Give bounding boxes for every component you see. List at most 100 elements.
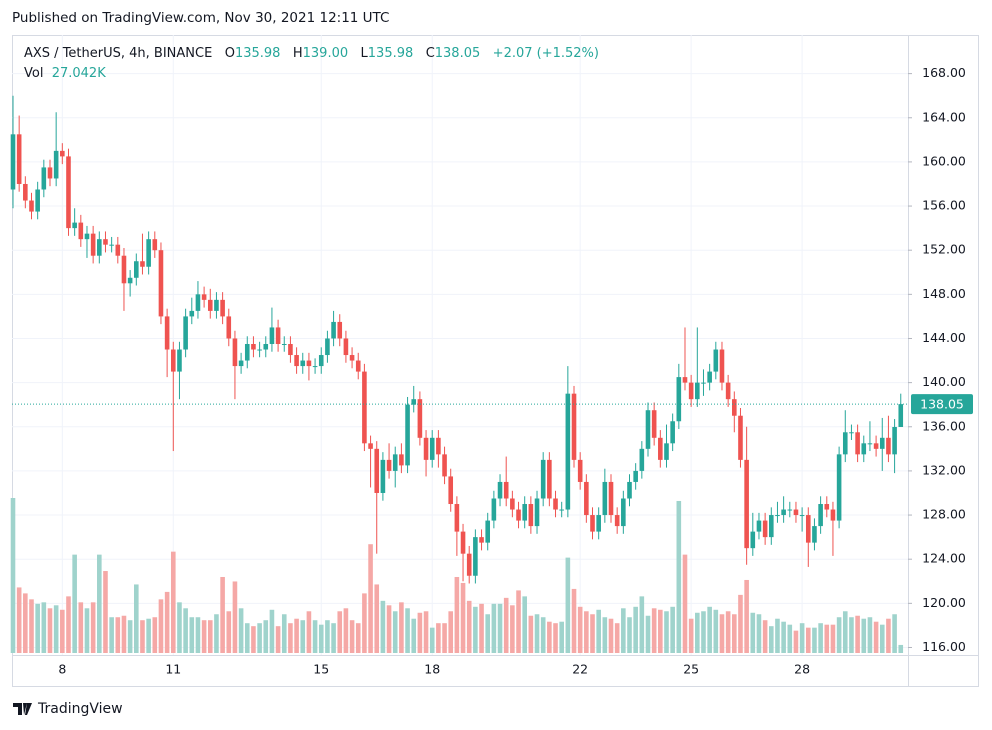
volume-bar bbox=[232, 581, 238, 653]
y-tick-label: 116.00 bbox=[922, 639, 966, 654]
candle-body bbox=[10, 134, 16, 190]
logo: TradingView bbox=[13, 701, 123, 717]
candle-body bbox=[349, 355, 355, 361]
volume-bar bbox=[565, 557, 571, 653]
candle-body bbox=[651, 410, 657, 438]
volume-bar bbox=[257, 623, 262, 653]
last-price-label: 138.05 bbox=[920, 397, 964, 412]
volume-bar bbox=[768, 626, 774, 653]
candle-body bbox=[793, 509, 799, 516]
volume-bar bbox=[873, 621, 879, 653]
x-tick-label: 22 bbox=[572, 662, 588, 677]
volume-bar bbox=[29, 599, 34, 653]
volume-bar bbox=[109, 617, 114, 653]
y-tick-label: 124.00 bbox=[922, 551, 966, 566]
volume-bar bbox=[170, 551, 176, 653]
candle-body bbox=[676, 377, 682, 422]
volume-bar bbox=[72, 554, 77, 653]
candle-body bbox=[238, 360, 244, 367]
candle-body bbox=[201, 294, 207, 300]
candle-body bbox=[614, 515, 620, 527]
candle-body bbox=[744, 459, 749, 549]
candle-body bbox=[23, 183, 28, 201]
candle-body bbox=[670, 421, 675, 444]
candle-body bbox=[824, 504, 830, 510]
candle-body bbox=[503, 481, 509, 499]
candle-body bbox=[855, 432, 860, 455]
candle-body bbox=[812, 526, 817, 543]
y-tick-label: 120.00 bbox=[922, 595, 966, 610]
chart-frame bbox=[12, 35, 979, 687]
candle-body bbox=[565, 393, 571, 510]
volume-bar bbox=[799, 623, 805, 653]
y-tick-label: 156.00 bbox=[922, 198, 966, 213]
candle-body bbox=[164, 316, 170, 350]
candle-body bbox=[849, 432, 854, 434]
volume-bar bbox=[540, 617, 546, 653]
candle-body bbox=[109, 244, 114, 246]
candle-body bbox=[195, 294, 201, 311]
volume-bar bbox=[534, 614, 540, 653]
candle-body bbox=[842, 432, 848, 455]
x-tick-label: 11 bbox=[165, 662, 181, 677]
volume-title: Vol bbox=[24, 66, 44, 81]
candle-body bbox=[861, 443, 867, 455]
volume-bar bbox=[639, 596, 645, 653]
candle-body bbox=[53, 150, 59, 179]
volume-bar bbox=[744, 579, 749, 653]
ohlc-value: 135.98 bbox=[234, 46, 281, 61]
volume-bar bbox=[602, 617, 608, 653]
candle-body bbox=[103, 239, 108, 245]
candle-body bbox=[732, 399, 737, 416]
symbol: AXS / TetherUS, 4h, BINANCE bbox=[24, 46, 213, 61]
volume-bar bbox=[614, 623, 620, 653]
volume-bar bbox=[701, 611, 706, 653]
candle-body bbox=[553, 498, 558, 510]
candle-body bbox=[269, 327, 275, 344]
volume-bar bbox=[318, 624, 324, 653]
volume-bar bbox=[577, 606, 583, 653]
y-tick-label: 136.00 bbox=[922, 418, 966, 433]
candle-body bbox=[380, 459, 386, 493]
candle-body bbox=[633, 470, 638, 482]
volume-bar bbox=[146, 618, 151, 653]
ohlc-prefix: H bbox=[292, 46, 303, 61]
volume-bar bbox=[386, 605, 392, 653]
volume-bar bbox=[269, 609, 275, 653]
volume-bar bbox=[337, 611, 343, 653]
volume-bar bbox=[670, 606, 675, 653]
candle-body bbox=[177, 349, 182, 372]
volume-bar bbox=[861, 618, 867, 653]
volume-bar bbox=[47, 608, 53, 653]
volume-bar bbox=[522, 596, 527, 653]
candle-body bbox=[534, 498, 540, 527]
candle-body bbox=[405, 404, 410, 466]
volume-bar bbox=[658, 609, 663, 653]
candle-body bbox=[226, 316, 232, 339]
volume-bar bbox=[35, 603, 40, 653]
volume-bar bbox=[738, 594, 743, 653]
candle-body bbox=[460, 531, 466, 554]
candle-body bbox=[72, 222, 77, 229]
ohlc-prefix: O bbox=[224, 46, 235, 61]
candle-body bbox=[368, 443, 373, 449]
volume-bar bbox=[879, 624, 885, 653]
volume-bar bbox=[454, 576, 460, 653]
legend-row: AXS / TetherUS, 4h, BINANCE O135.98 H139… bbox=[24, 44, 599, 64]
x-tick-label: 25 bbox=[683, 662, 699, 677]
candle-body bbox=[768, 515, 774, 538]
volume-bar bbox=[60, 609, 65, 653]
volume-bar bbox=[812, 627, 817, 653]
candle-body bbox=[411, 399, 417, 405]
y-tick-label: 128.00 bbox=[922, 507, 966, 522]
volume-bar bbox=[220, 576, 225, 653]
volume-bar bbox=[115, 617, 121, 653]
volume-bar bbox=[892, 614, 897, 653]
volume-bar bbox=[325, 620, 330, 653]
volume-bar bbox=[84, 608, 90, 653]
candle-body bbox=[47, 167, 53, 179]
y-tick-label: 132.00 bbox=[922, 462, 966, 477]
volume-bar bbox=[380, 600, 386, 653]
